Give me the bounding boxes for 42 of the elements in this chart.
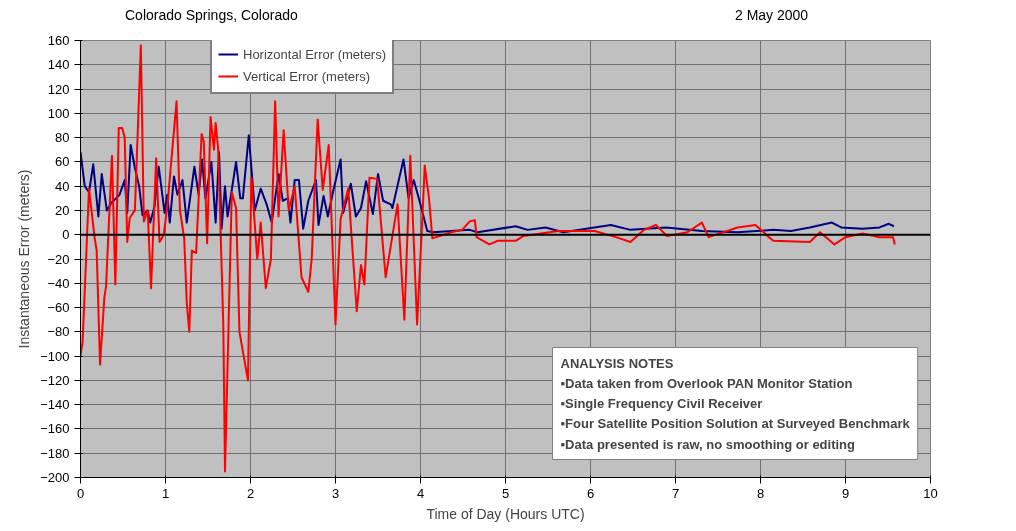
y-tick-label: 40 <box>55 178 70 194</box>
y-tick-label: −180 <box>40 445 70 461</box>
x-tick-label: 1 <box>161 485 170 501</box>
annotation: ANALYSIS NOTES <box>560 355 674 371</box>
x-tick-label: 9 <box>841 485 850 501</box>
x-tick-label: 3 <box>331 485 340 501</box>
x-tick-label: 2 <box>246 485 255 501</box>
y-tick-label: −120 <box>40 372 70 388</box>
y-tick-label: 60 <box>55 154 70 170</box>
y-tick-label: 20 <box>55 202 70 218</box>
x-tick-label: 6 <box>586 485 595 501</box>
y-tick-label: −20 <box>47 251 70 267</box>
annotation: ▪Data presented is raw, no smoothing or editing <box>560 436 856 452</box>
y-tick-label: 0 <box>62 227 70 243</box>
x-tick-label: 10 <box>923 485 938 501</box>
y-tick-label: 160 <box>47 33 70 48</box>
y-tick-label: −100 <box>40 348 70 364</box>
y-tick-label: 140 <box>47 57 70 73</box>
x-axis-title: Time of Day (Hours UTC) <box>426 505 585 522</box>
y-tick-label: −80 <box>47 324 70 340</box>
line-series <box>80 134 895 234</box>
y-tick-label: −160 <box>40 421 70 437</box>
y-tick-label: 120 <box>47 81 70 97</box>
annotation: ▪Data taken from Overlook PAN Monitor Station <box>560 375 853 391</box>
text: Colorado Springs, Colorado <box>125 6 298 25</box>
y-tick-label: 80 <box>55 130 70 146</box>
text: 2 May 2000 <box>735 6 809 25</box>
legend-label: Vertical Error (meters) <box>243 68 371 84</box>
y-tick-label: −40 <box>47 275 70 291</box>
y-tick-label: −140 <box>40 397 70 413</box>
x-tick-label: 7 <box>671 485 680 501</box>
legend-label: Horizontal Error (meters) <box>243 46 387 62</box>
annotation: ▪Four Satellite Position Solution at Surveyed Benchmark <box>560 416 911 432</box>
y-tick-label: −200 <box>40 470 70 485</box>
x-tick-label: 0 <box>76 485 85 501</box>
y-axis-title: Instantaneous Error (meters) <box>16 169 33 349</box>
y-tick-label: −60 <box>47 300 70 316</box>
x-tick-label: 4 <box>416 485 425 501</box>
annotation: ▪Single Frequency Civil Receiver <box>560 396 763 411</box>
y-tick-label: 100 <box>47 105 70 121</box>
x-tick-label: 5 <box>501 485 510 501</box>
x-tick-label: 8 <box>756 485 765 501</box>
